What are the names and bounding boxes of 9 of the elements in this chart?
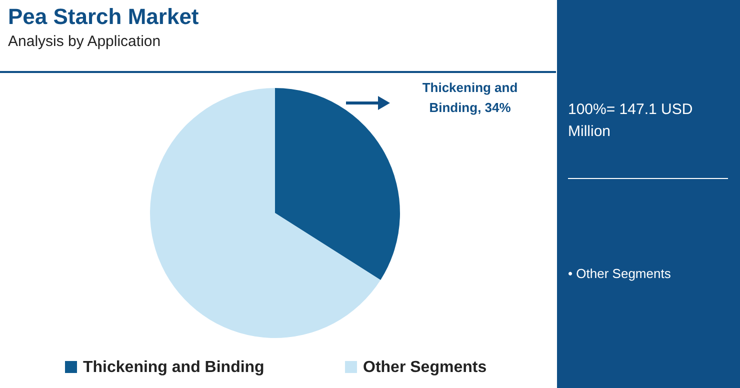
legend-label: Other Segments xyxy=(363,359,487,376)
data-label: Thickening and Binding, 34% xyxy=(422,80,518,115)
text: 100%= 147.1 USD Million xyxy=(568,101,693,140)
chart-subtitle: Analysis by Application xyxy=(8,33,161,50)
pie-slice xyxy=(275,88,400,280)
pie-slice xyxy=(150,88,381,338)
legend-label: Thickening and Binding xyxy=(83,359,264,376)
chart-title: Pea Starch Market xyxy=(8,4,200,29)
text: • Other Segments xyxy=(568,266,672,281)
